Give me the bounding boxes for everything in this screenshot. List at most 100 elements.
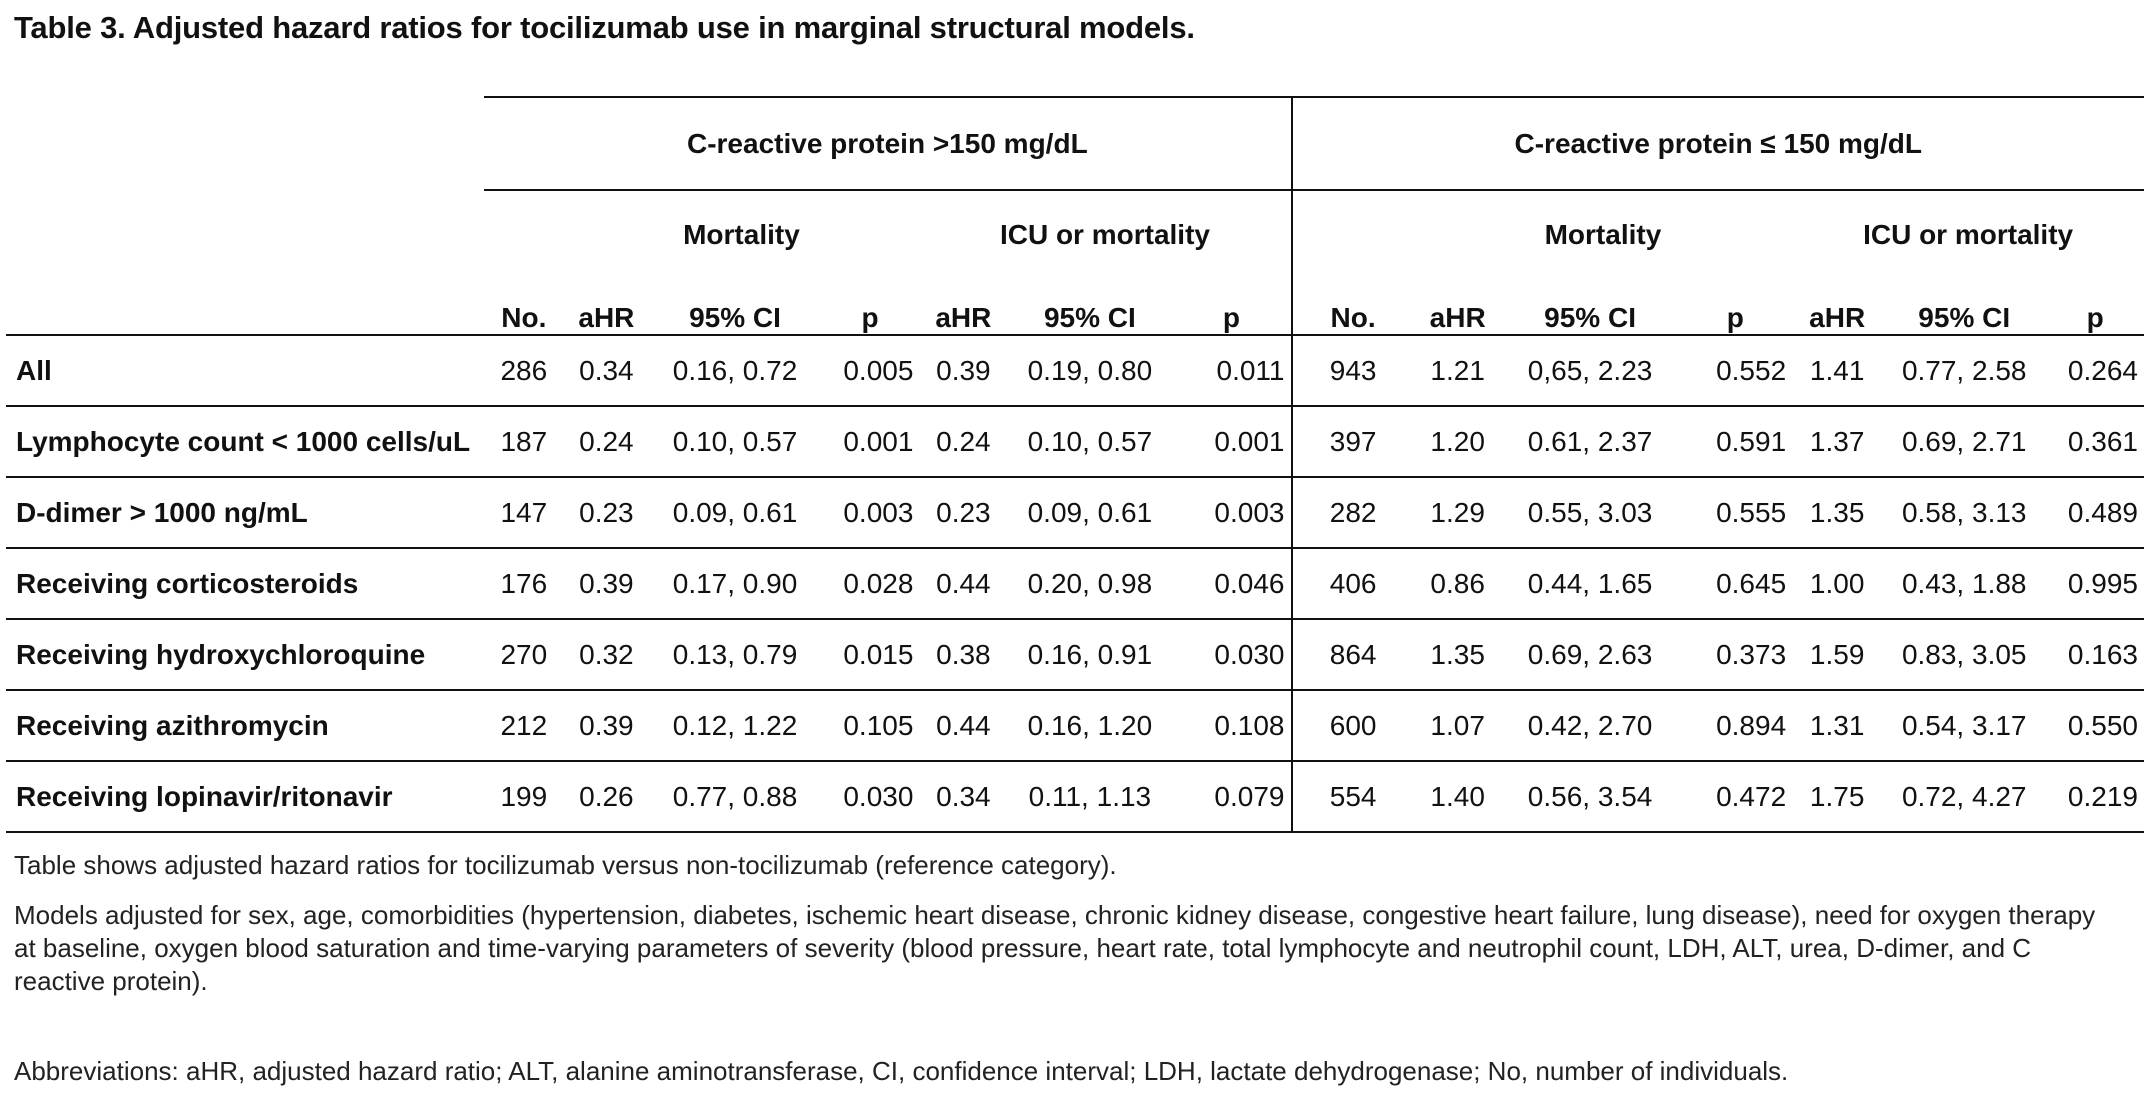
cell-ci: 0.44, 1.65 [1501, 548, 1679, 620]
cell-p: 0.030 [820, 761, 920, 833]
cell-ci: 0.09, 0.61 [1007, 477, 1173, 549]
cell-ahr: 1.40 [1413, 761, 1502, 833]
col-header-ahr: aHR [563, 279, 650, 336]
cell-ci: 0.10, 0.57 [1007, 406, 1173, 478]
blank-header-cell [6, 190, 484, 279]
cell-p: 0.079 [1172, 761, 1292, 833]
cell-no: 600 [1290, 690, 1414, 762]
cell-no: 397 [1290, 406, 1414, 478]
cell-ci: 0.11, 1.13 [1007, 761, 1173, 833]
cell-ci: 0.16, 1.20 [1007, 690, 1173, 762]
cell-ci: 0.10, 0.57 [649, 406, 821, 478]
cell-ci: 0.16, 0.72 [649, 335, 821, 407]
results-table: C-reactive protein >150 mg/dL C-reactive… [6, 96, 2144, 833]
col-header-p: p [1678, 279, 1793, 336]
blank-header-cell [1290, 190, 1414, 279]
col-header-ci: 95% CI [1501, 279, 1679, 336]
cell-no: 286 [484, 335, 564, 407]
cell-ahr: 0.44 [919, 690, 1008, 762]
cell-ci: 0.77, 2.58 [1882, 335, 2047, 407]
cell-ci: 0,65, 2.23 [1501, 335, 1679, 407]
cell-ahr: 0.39 [563, 690, 650, 762]
row-label: Receiving corticosteroids [6, 548, 485, 620]
cell-p: 0.005 [820, 335, 920, 407]
subgroup-icu-right: ICU or mortality [1863, 219, 2074, 250]
col-header-p: p [820, 279, 920, 336]
cell-ci: 0.61, 2.37 [1501, 406, 1679, 478]
cell-p: 0.046 [1172, 548, 1292, 620]
cell-ci: 0.19, 0.80 [1007, 335, 1173, 407]
cell-p: 0.105 [820, 690, 920, 762]
cell-p: 0.015 [820, 619, 920, 691]
row-label: Lymphocyte count < 1000 cells/uL [6, 406, 485, 478]
blank-header-cell [6, 279, 485, 336]
row-label: All [6, 335, 485, 407]
table-title: Table 3. Adjusted hazard ratios for toci… [14, 10, 1195, 45]
cell-p: 0.003 [820, 477, 920, 549]
cell-ci: 0.12, 1.22 [649, 690, 821, 762]
cell-ci: 0.54, 3.17 [1882, 690, 2047, 762]
cell-ahr: 1.07 [1413, 690, 1502, 762]
cell-ahr: 0.34 [919, 761, 1008, 833]
cell-p: 0.555 [1678, 477, 1793, 549]
table-row: Receiving corticosteroids 176 0.39 0.17, 0.… [6, 548, 2144, 620]
cell-no: 406 [1290, 548, 1414, 620]
cell-p: 0.591 [1678, 406, 1793, 478]
cell-ci: 0.69, 2.71 [1882, 406, 2047, 478]
col-header-ci: 95% CI [649, 279, 821, 336]
cell-p: 0.001 [820, 406, 920, 478]
cell-p: 0.028 [820, 548, 920, 620]
cell-p: 0.489 [2046, 477, 2144, 549]
cell-ci: 0.55, 3.03 [1501, 477, 1679, 549]
cell-ahr: 1.31 [1792, 690, 1883, 762]
cell-ahr: 0.26 [563, 761, 650, 833]
cell-ahr: 1.29 [1413, 477, 1502, 549]
blank-header-cell [484, 190, 563, 279]
col-header-ci: 95% CI [1882, 279, 2047, 336]
cell-p: 0.550 [2046, 690, 2144, 762]
cell-ci: 0.09, 0.61 [649, 477, 821, 549]
cell-p: 0.163 [2046, 619, 2144, 691]
cell-ci: 0.43, 1.88 [1882, 548, 2047, 620]
cell-p: 0.030 [1172, 619, 1292, 691]
cell-ci: 0.69, 2.63 [1501, 619, 1679, 691]
table-row: Lymphocyte count < 1000 cells/uL 187 0.24 0… [6, 406, 2144, 478]
cell-no: 943 [1290, 335, 1414, 407]
cell-ahr: 0.24 [563, 406, 650, 478]
cell-p: 0.373 [1678, 619, 1793, 691]
group-header-crp-low: C-reactive protein ≤ 150 mg/dL [1290, 96, 2144, 191]
cell-p: 0.472 [1678, 761, 1793, 833]
row-label: Receiving lopinavir/ritonavir [6, 761, 485, 833]
cell-no: 864 [1290, 619, 1414, 691]
cell-ci: 0.83, 3.05 [1882, 619, 2047, 691]
cell-ci: 0.72, 4.27 [1882, 761, 2047, 833]
cell-ahr: 1.21 [1413, 335, 1502, 407]
cell-no: 147 [484, 477, 564, 549]
footnote-abbreviations: Abbreviations: aHR, adjusted hazard rati… [14, 1056, 1789, 1086]
cell-p: 0.995 [2046, 548, 2144, 620]
cell-ahr: 0.39 [919, 335, 1008, 407]
cell-ahr: 0.38 [919, 619, 1008, 691]
cell-ci: 0.16, 0.91 [1007, 619, 1173, 691]
cell-ci: 0.17, 0.90 [649, 548, 821, 620]
subgroup-mortality-right: Mortality [1544, 219, 1662, 250]
cell-ahr: 0.24 [919, 406, 1008, 478]
cell-ahr: 0.32 [563, 619, 650, 691]
cell-p: 0.219 [2046, 761, 2144, 833]
table-row: All 286 0.34 0.16, 0.72 0.005 0.39 0.19, 0.80 0… [6, 335, 2144, 407]
subgroup-mortality-left: Mortality [683, 219, 800, 250]
col-header-no: No. [484, 279, 564, 336]
cell-p: 0.003 [1172, 477, 1292, 549]
cell-p: 0.264 [2046, 335, 2144, 407]
cell-ahr: 1.37 [1792, 406, 1883, 478]
col-header-no: No. [1290, 279, 1414, 336]
cell-ahr: 1.59 [1792, 619, 1883, 691]
cell-ahr: 0.34 [563, 335, 650, 407]
col-header-p: p [2046, 279, 2144, 336]
cell-no: 212 [484, 690, 564, 762]
cell-no: 176 [484, 548, 564, 620]
cell-no: 554 [1290, 761, 1414, 833]
group-header-row: C-reactive protein >150 mg/dL C-reactive… [6, 96, 2144, 191]
cell-ahr: 0.86 [1413, 548, 1502, 620]
cell-ci: 0.77, 0.88 [649, 761, 821, 833]
